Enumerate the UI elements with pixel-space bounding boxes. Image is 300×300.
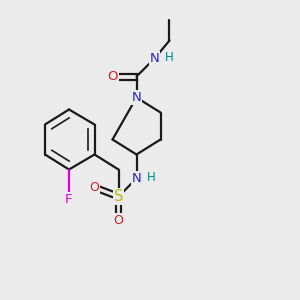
Text: H: H (146, 171, 155, 184)
Text: N: N (150, 52, 159, 65)
Text: F: F (65, 193, 73, 206)
Text: O: O (114, 214, 123, 227)
Text: N: N (132, 91, 141, 104)
Text: N: N (132, 172, 141, 185)
Text: S: S (114, 189, 123, 204)
Text: O: O (90, 181, 99, 194)
Text: H: H (164, 51, 173, 64)
Text: O: O (107, 70, 118, 83)
